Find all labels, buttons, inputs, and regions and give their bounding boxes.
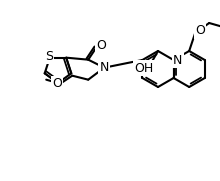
Text: N: N (173, 54, 182, 66)
Text: O: O (96, 39, 106, 52)
Text: OH: OH (134, 62, 154, 75)
Text: N: N (99, 61, 109, 74)
Text: O: O (195, 24, 205, 37)
Text: S: S (45, 50, 53, 63)
Text: O: O (52, 77, 62, 90)
